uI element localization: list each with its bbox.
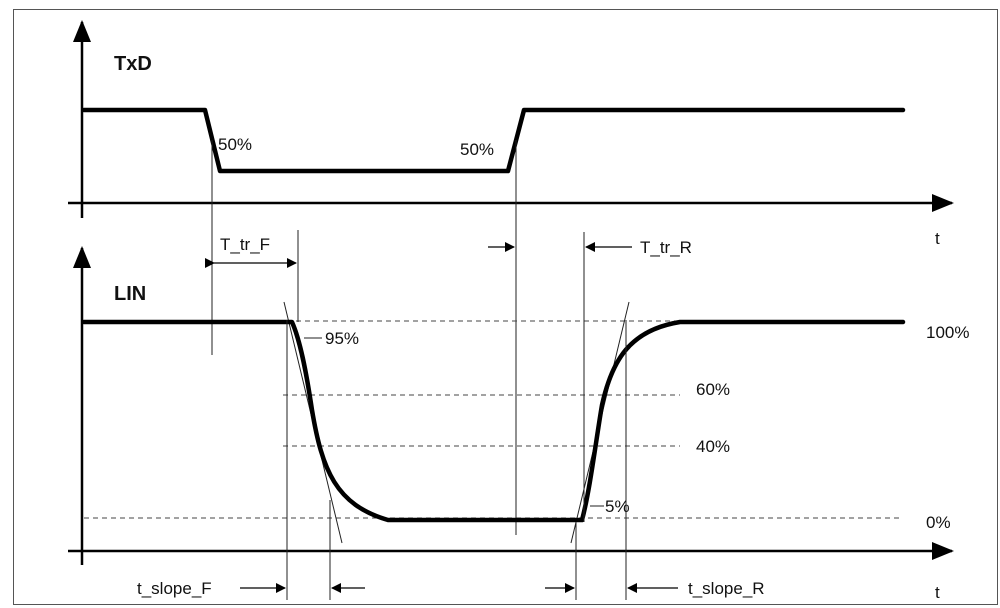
level-0-label: 0% [926, 513, 951, 532]
level-100-label: 100% [926, 323, 969, 342]
time-label-bottom: t [935, 583, 940, 602]
t-slope-r-label: t_slope_R [688, 579, 765, 598]
time-label-top: t [935, 229, 940, 248]
level-40-label: 40% [696, 437, 730, 456]
lin-signal [81, 319, 906, 523]
txd-rise-pct: 50% [460, 140, 494, 159]
level-60-label: 60% [696, 380, 730, 399]
lin-label: LIN [114, 283, 146, 305]
txd-label: TxD [114, 53, 152, 75]
t-tr-f-label: T_tr_F [220, 235, 270, 254]
level-95-label: 95% [325, 329, 359, 348]
level-5-label: 5% [605, 497, 630, 516]
txd-signal [81, 107, 906, 174]
t-tr-r-label: T_tr_R [640, 238, 692, 257]
txd-fall-pct: 50% [218, 135, 252, 154]
t-slope-f-label: t_slope_F [137, 579, 212, 598]
